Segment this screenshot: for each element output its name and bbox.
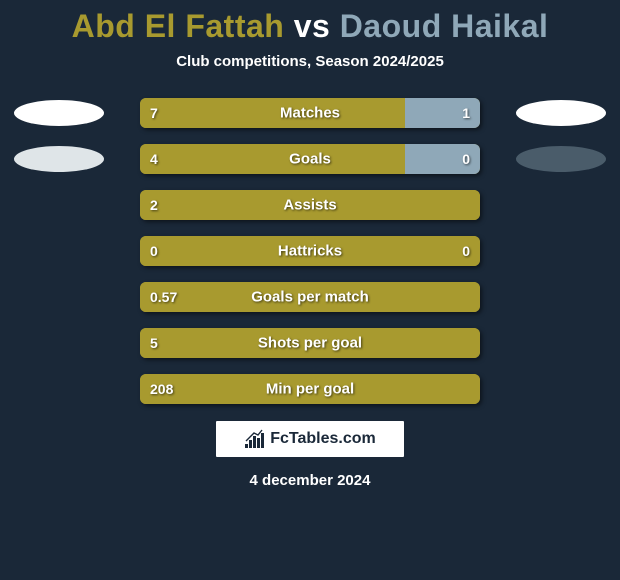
team-badge-right (516, 100, 606, 126)
stat-label: Matches (280, 105, 340, 122)
title-vs: vs (284, 8, 339, 44)
stat-value-left: 7 (150, 105, 158, 121)
stat-row: 7 1 Matches (0, 98, 620, 128)
stat-label: Shots per goal (258, 335, 362, 352)
page-title: Abd El Fattah vs Daoud Haikal (0, 0, 620, 45)
team-badge-left (14, 100, 104, 126)
comparison-chart: 7 1 Matches 4 0 Goals 2 Assists 0 0 Hattricks 0.57 G… (0, 98, 620, 404)
stat-value-left: 0.57 (150, 289, 177, 305)
title-player2: Daoud Haikal (340, 8, 549, 44)
stat-label: Min per goal (266, 381, 354, 398)
team-badge-left (14, 146, 104, 172)
stat-row: 0.57 Goals per match (0, 282, 620, 312)
stat-row: 2 Assists (0, 190, 620, 220)
subtitle: Club competitions, Season 2024/2025 (0, 53, 620, 70)
stat-label: Hattricks (278, 243, 342, 260)
stat-value-left: 4 (150, 151, 158, 167)
stat-value-left: 2 (150, 197, 158, 213)
stat-row: 0 0 Hattricks (0, 236, 620, 266)
stat-value-left: 208 (150, 381, 173, 397)
stat-label: Assists (283, 197, 336, 214)
stat-value-right: 0 (462, 151, 470, 167)
stat-bar-left (140, 98, 405, 128)
stat-row: 5 Shots per goal (0, 328, 620, 358)
stat-value-right: 1 (462, 105, 470, 121)
stat-row: 4 0 Goals (0, 144, 620, 174)
fctables-logo-icon (244, 429, 266, 449)
stat-label: Goals per match (251, 289, 369, 306)
stat-label: Goals (289, 151, 331, 168)
date-label: 4 december 2024 (0, 472, 620, 489)
brand-text: FcTables.com (270, 430, 376, 448)
brand-badge[interactable]: FcTables.com (215, 420, 405, 458)
stat-value-left: 0 (150, 243, 158, 259)
title-player1: Abd El Fattah (72, 8, 285, 44)
stat-value-left: 5 (150, 335, 158, 351)
team-badge-right (516, 146, 606, 172)
stat-value-right: 0 (462, 243, 470, 259)
stat-row: 208 Min per goal (0, 374, 620, 404)
stat-bar-left (140, 144, 405, 174)
